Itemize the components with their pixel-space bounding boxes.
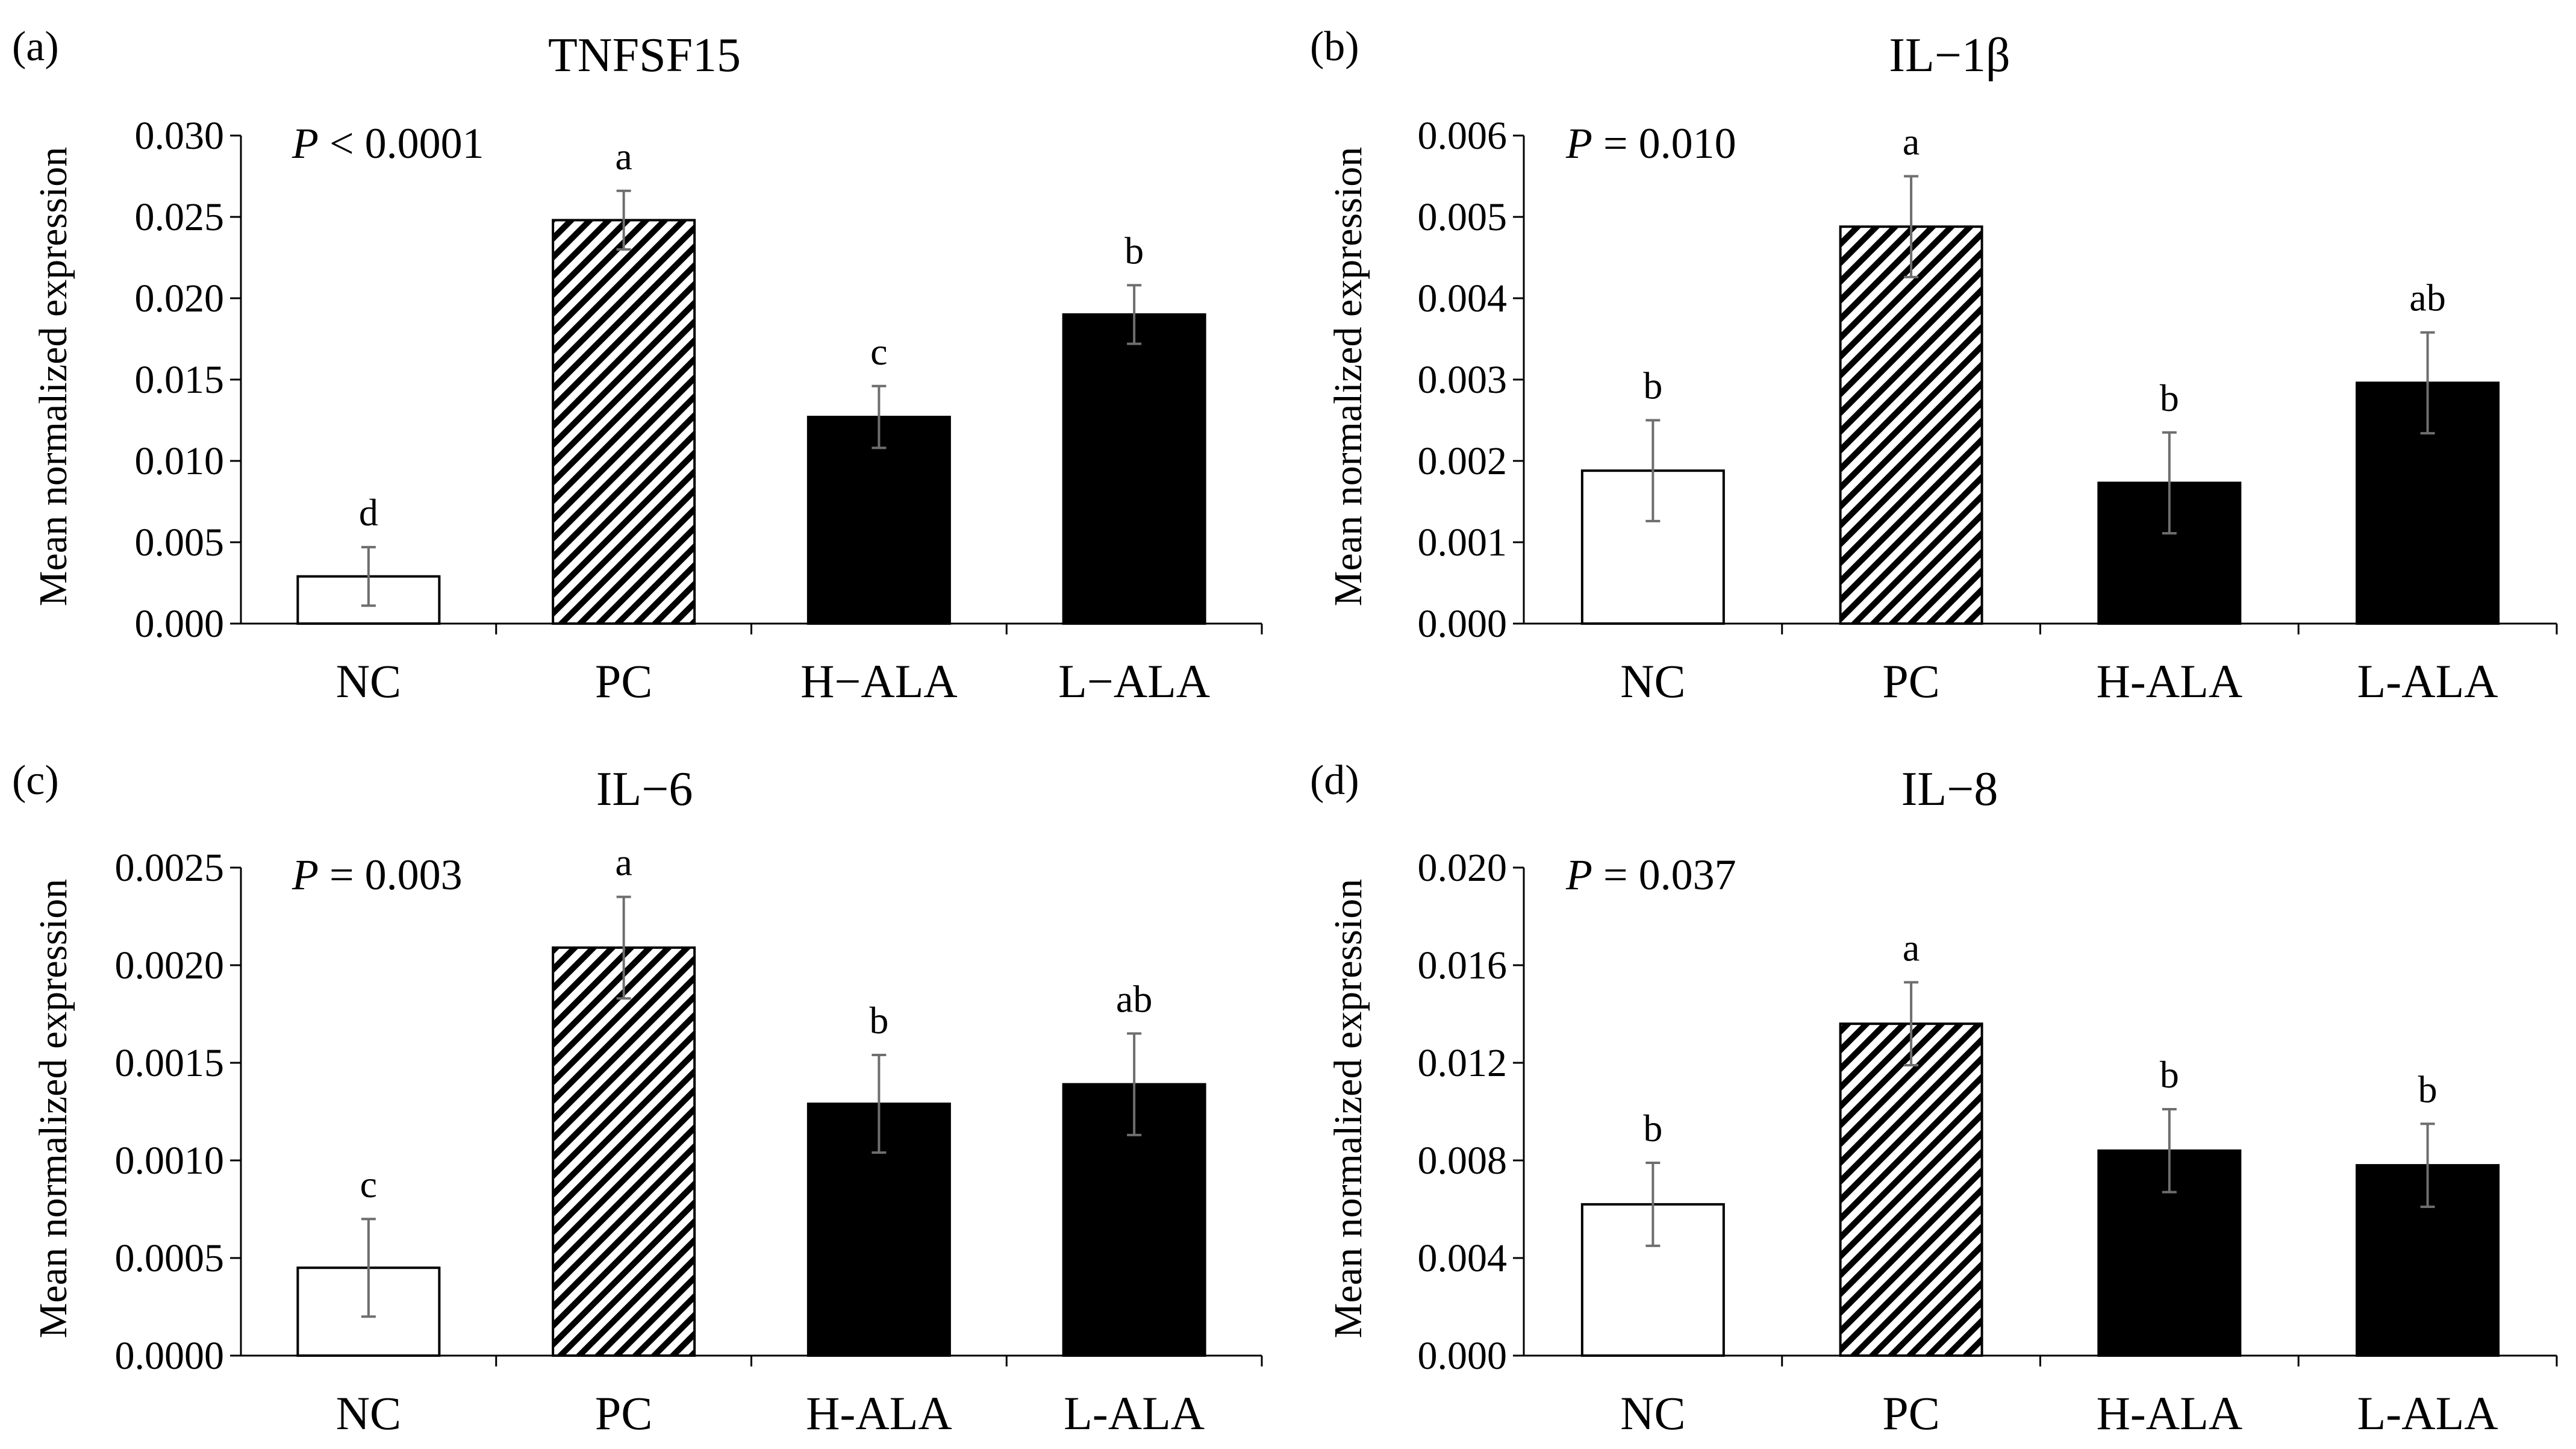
p-value-text: < 0.0001 [319, 119, 484, 167]
y-tick-label: 0.001 [1418, 521, 1508, 565]
y-tick-label: 0.008 [1418, 1139, 1508, 1183]
category-label: PC [595, 655, 652, 707]
p-symbol: P [1565, 119, 1592, 167]
y-tick-label: 0.0010 [115, 1139, 225, 1183]
chart-title: IL−1β [1889, 29, 2010, 82]
y-tick-label: 0.0000 [115, 1334, 225, 1378]
panel-label: (c) [12, 757, 59, 804]
p-symbol: P [292, 851, 319, 899]
category-label: H−ALA [800, 655, 958, 707]
category-label: NC [1620, 655, 1685, 707]
panel-label: (d) [1310, 757, 1359, 804]
y-tick-label: 0.000 [1418, 1334, 1508, 1378]
p-symbol: P [1565, 851, 1592, 899]
p-value-annotation: P = 0.003 [292, 851, 463, 899]
category-label: NC [336, 655, 401, 707]
y-tick-label: 0.005 [1418, 195, 1508, 239]
significance-letter: b [869, 999, 888, 1042]
panel-b: (b) IL−1β Mean normalized expression P =… [1310, 23, 2558, 707]
significance-letter: b [1643, 365, 1662, 407]
category-label: H-ALA [2097, 655, 2243, 707]
y-tick-label: 0.012 [1418, 1041, 1508, 1085]
bar-pc [552, 946, 696, 1357]
y-tick-label: 0.0015 [115, 1041, 225, 1085]
panel-label: (b) [1310, 23, 1359, 70]
y-tick-label: 0.010 [135, 439, 225, 483]
y-tick-label: 0.0025 [115, 846, 225, 890]
y-tick-label: 0.025 [135, 195, 225, 239]
p-symbol: P [292, 119, 319, 167]
plot-area: 0.0000 0.0005 0.0010 0.0015 0.0020 0.0025 c NC a… [115, 841, 1263, 1439]
category-label: H-ALA [806, 1387, 952, 1439]
significance-letter: a [1903, 120, 1920, 163]
plot-area: 0.000 0.004 0.008 0.012 0.016 0.020 b NC a PC b H-A… [1418, 846, 2558, 1439]
y-tick-label: 0.006 [1418, 114, 1508, 158]
significance-letter: b [2160, 1053, 2179, 1096]
bar-l−ala [1062, 313, 1206, 625]
y-tick-label: 0.000 [135, 602, 225, 646]
p-value-annotation: P = 0.010 [1565, 119, 1736, 167]
bar-pc [1839, 225, 1983, 625]
panel-c: (c) IL−6 Mean normalized expression P = … [12, 757, 1263, 1439]
y-tick-label: 0.020 [135, 277, 225, 321]
y-tick-label: 0.003 [1418, 358, 1508, 402]
category-label: PC [1882, 655, 1939, 707]
p-value-annotation: P < 0.0001 [292, 119, 484, 167]
y-tick-label: 0.030 [135, 114, 225, 158]
significance-letter: d [359, 491, 378, 534]
bar-pc [552, 219, 696, 625]
y-tick-label: 0.015 [135, 358, 225, 402]
y-tick-label: 0.0020 [115, 944, 225, 987]
y-tick-label: 0.004 [1418, 1236, 1508, 1280]
chart-title: IL−8 [1901, 763, 1998, 816]
y-axis-label: Mean normalized expression [31, 879, 75, 1338]
panel-label: (a) [12, 23, 59, 70]
significance-letter: c [870, 330, 887, 373]
significance-letter: a [1903, 926, 1920, 969]
bar-h−ala [806, 416, 951, 625]
p-value-text: = 0.010 [1592, 119, 1736, 167]
y-tick-label: 0.0005 [115, 1236, 225, 1280]
category-label: H-ALA [2097, 1387, 2243, 1439]
y-tick-label: 0.016 [1418, 944, 1508, 987]
category-label: NC [336, 1387, 401, 1439]
chart-title: TNFSF15 [548, 29, 741, 82]
y-axis-label: Mean normalized expression [31, 147, 75, 606]
significance-letter: ab [2409, 277, 2445, 319]
plot-area: 0.000 0.001 0.002 0.003 0.004 0.005 0.006 b NC a P… [1418, 114, 2558, 707]
significance-letter: a [615, 841, 632, 884]
y-axis-label: Mean normalized expression [1326, 879, 1370, 1338]
category-label: L−ALA [1058, 655, 1210, 707]
significance-letter: ab [1116, 977, 1152, 1020]
category-label: L-ALA [2357, 1387, 2498, 1439]
category-label: L-ALA [1064, 1387, 1205, 1439]
significance-letter: b [2418, 1068, 2437, 1110]
chart-title: IL−6 [596, 763, 693, 816]
p-value-text: = 0.003 [319, 851, 463, 899]
y-tick-label: 0.020 [1418, 846, 1508, 890]
y-tick-label: 0.004 [1418, 277, 1508, 321]
significance-letter: c [360, 1163, 377, 1206]
bar-pc [1839, 1022, 1983, 1357]
y-tick-label: 0.005 [135, 521, 225, 565]
category-label: NC [1620, 1387, 1685, 1439]
significance-letter: a [615, 135, 632, 178]
category-label: PC [595, 1387, 652, 1439]
significance-letter: b [1124, 229, 1144, 272]
panel-d: (d) IL−8 Mean normalized expression P = … [1310, 757, 2558, 1439]
plot-area: 0.000 0.005 0.010 0.015 0.020 0.025 0.030 d NC a P… [135, 114, 1263, 707]
significance-letter: b [2160, 377, 2179, 419]
significance-letter: b [1643, 1107, 1662, 1150]
category-label: PC [1882, 1387, 1939, 1439]
panel-a: (a) TNFSF15 Mean normalized expression P… [12, 23, 1263, 707]
y-axis-label: Mean normalized expression [1326, 147, 1370, 606]
category-label: L-ALA [2357, 655, 2498, 707]
p-value-annotation: P = 0.037 [1565, 851, 1736, 899]
p-value-text: = 0.037 [1592, 851, 1736, 899]
y-tick-label: 0.000 [1418, 602, 1508, 646]
y-tick-label: 0.002 [1418, 439, 1508, 483]
